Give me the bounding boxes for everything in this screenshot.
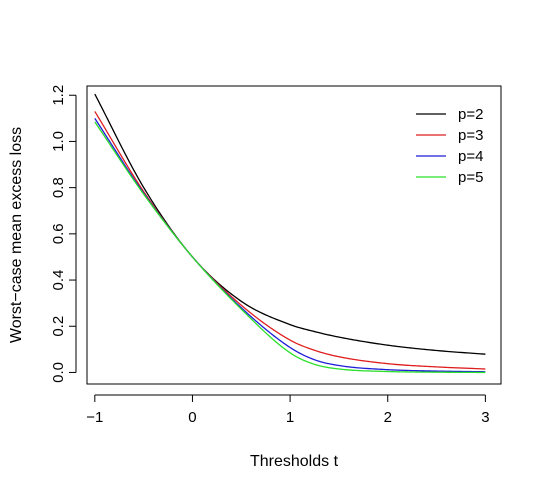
y-tick-label: 0.8 (50, 177, 67, 198)
y-tick-label: 0.4 (50, 270, 67, 291)
series-line-1 (94, 93, 486, 355)
legend-label: p=3 (458, 127, 483, 144)
y-tick-label: 0.2 (50, 316, 67, 337)
x-axis-title: Thresholds t (250, 453, 339, 470)
series-lines (94, 93, 486, 374)
x-tick-label: 2 (384, 409, 392, 426)
legend-label: p=2 (458, 106, 483, 123)
x-tick-label: 3 (481, 409, 489, 426)
series-line-4 (94, 121, 486, 374)
y-tick-label: 1.0 (50, 131, 67, 152)
x-tick-label: 0 (188, 409, 196, 426)
y-tick-label: 1.2 (50, 85, 67, 106)
y-axis: 0.0 0.2 0.4 0.6 0.8 1.0 1.2 (50, 85, 77, 383)
legend-label: p=4 (458, 148, 483, 165)
series-line-2 (94, 111, 486, 370)
y-tick-label: 0.0 (50, 362, 67, 383)
legend-label: p=5 (458, 169, 483, 186)
y-tick-label: 0.6 (50, 223, 67, 244)
y-axis-title: Worst−case mean excess loss (8, 127, 25, 343)
x-axis: −1 0 1 2 3 (86, 394, 490, 426)
legend: p=2 p=3 p=4 p=5 (416, 106, 483, 186)
x-tick-label: 1 (286, 409, 294, 426)
x-tick-label: −1 (86, 409, 103, 426)
plot-frame (86, 85, 502, 385)
